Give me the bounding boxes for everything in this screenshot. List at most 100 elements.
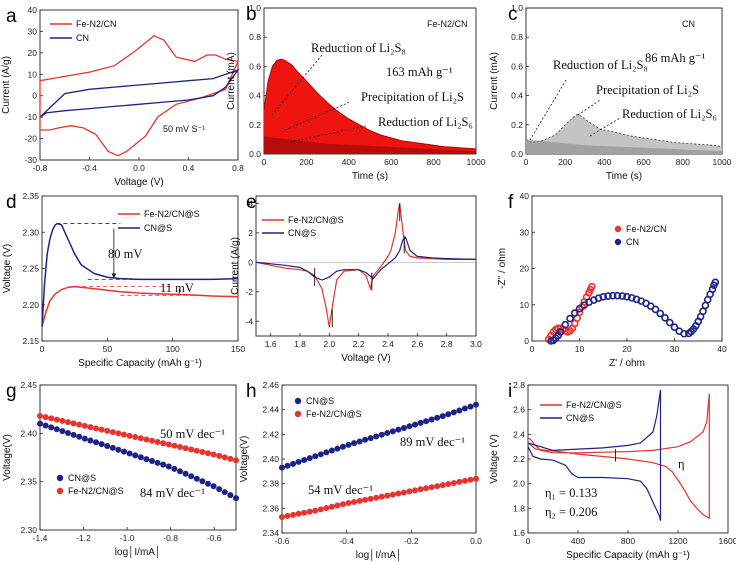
legend-label: Fe-N2/CN@S [144,209,200,219]
eis-point-CN [665,318,674,327]
y-tick-label: 2.40 [262,454,279,464]
tafel-point-Fe-N2/CN@S [193,447,200,454]
tafel-point-CN@S [70,431,77,438]
tafel-point-CN@S [221,489,228,496]
y-tick-label: 0 [248,257,253,267]
tafel-point-Fe-N2/CN@S [210,451,217,458]
tafel-point-Fe-N2/CN@S [205,450,211,457]
x-tick-label: 2.2 [353,339,365,349]
tafel-point-Fe-N2/CN@S [171,442,178,449]
tafel-point-CN@S [53,426,60,433]
tafel-point-Fe-N2/CN@S [301,509,308,516]
y-tick-label: 20 [520,264,530,274]
annotation: Reduction of Li₂S₆ [622,107,717,121]
annotation: 84 mV dec⁻¹ [140,486,205,500]
x-tick-label: 1200 [669,536,688,546]
x-tick-label: 800 [676,157,690,167]
y-axis-label: Current (mA) [489,52,500,110]
current-curve-Fe-N2/CN [263,58,477,150]
x-tick-label: 0 [524,157,529,167]
tafel-point-CN@S [233,495,239,502]
x-tick-label: 30 [670,344,680,354]
y-axis-label: Current (mA) [226,52,237,110]
tafel-point-Fe-N2/CN@S [428,484,435,491]
y-tick-label: 10 [520,300,530,310]
current-curve-CN [525,114,723,148]
y-tick-label: 2.20 [22,300,39,310]
x-tick-label: 400 [342,157,356,167]
y-tick-label: 2.6 [513,405,525,415]
x-axis-label: log│I/mA│ [356,548,402,562]
x-tick-label: 800 [621,536,635,546]
tafel-point-CN@S [48,424,55,431]
tafel-point-Fe-N2/CN@S [109,429,116,436]
y-tick-label: 2.30 [20,525,37,535]
y-tick-label: 0.8 [511,32,523,42]
x-tick-label: 40 [717,344,727,354]
tafel-point-CN@S [115,446,122,453]
tafel-point-Fe-N2/CN@S [439,482,446,489]
tafel-point-CN@S [328,447,335,454]
tafel-point-Fe-N2/CN@S [137,435,144,442]
legend-marker [614,238,622,246]
tafel-point-Fe-N2/CN@S [81,422,88,429]
annotation-arrow [271,54,323,116]
y-tick-label: 2.4 [513,429,525,439]
panel-letter: i [508,381,512,402]
annotation: Reduction of Li₂S₈ [311,41,406,55]
plot-frame [41,195,239,342]
annotation: η₂ = 0.206 [545,505,597,519]
tafel-point-Fe-N2/CN@S [149,437,155,444]
tafel-point-CN@S [295,458,302,465]
tafel-point-Fe-N2/CN@S [132,434,139,441]
eis-point-CN [599,292,608,301]
x-tick-label: -0.2 [404,536,419,546]
y-tick-label: 2.8 [513,380,525,390]
y-tick-label: 2.36 [262,503,279,513]
tafel-point-CN@S [177,468,183,475]
tafel-point-Fe-N2/CN@S [221,454,228,461]
x-tick-label: 0 [526,536,531,546]
x-tick-label: 0.8 [232,163,244,173]
tafel-point-CN@S [109,444,116,451]
tafel-point-CN@S [301,457,308,464]
annotation: 11 mV [160,281,194,295]
tafel-point-Fe-N2/CN@S [87,424,94,431]
y-tick-label: 1.6 [513,528,525,538]
annotation-arrow [289,125,367,143]
tafel-point-Fe-N2/CN@S [339,501,346,508]
y-tick-label: 0.2 [511,120,523,130]
panel-2: 0 200 400 600 800 1000 0.0 0.2 0.4 0.6 0.8 1.0 Time … [489,3,732,182]
tafel-point-CN@S [373,433,380,440]
annotation: Precipitation of Li₂S [361,90,464,104]
tafel-point-Fe-N2/CN@S [154,439,161,446]
tafel-point-Fe-N2/CN@S [93,425,99,432]
eis-point-CN [575,304,584,313]
plot-frame [531,195,723,342]
x-tick-label: 0.0 [470,536,482,546]
y-tick-label: 40 [520,191,530,201]
legend-label: CN@S [288,228,316,238]
tafel-point-Fe-N2/CN@S [323,505,330,512]
y-tick-label: 20 [28,48,38,58]
legend-label: Fe-N2/CN@S [68,486,124,496]
tafel-point-CN@S [227,492,234,499]
tafel-point-Fe-N2/CN@S [400,489,407,496]
y-tick-label: 2.25 [22,264,39,274]
tafel-point-Fe-N2/CN@S [70,420,77,427]
annotation: Reduction of Li₂S₈ [553,58,648,72]
tafel-point-CN@S [395,426,402,433]
eis-point-CN [570,309,579,317]
tafel-point-CN@S [445,411,452,418]
tafel-point-Fe-N2/CN@S [295,510,302,517]
annotation-arrow [577,99,601,116]
tafel-point-CN@S [306,455,313,462]
tafel-point-Fe-N2/CN@S [53,416,60,423]
y-tick-label: -10 [25,112,38,122]
x-tick-label: 50 [103,344,113,354]
tafel-point-Fe-N2/CN@S [423,485,430,492]
eis-point-CN [556,328,565,336]
current-area-Fe-N2/CN [264,59,476,154]
panel-3: 0 50 100 150 2.15 2.20 2.25 2.30 2.35 Specific Ca… [2,191,245,369]
tafel-point-CN@S [434,414,441,421]
